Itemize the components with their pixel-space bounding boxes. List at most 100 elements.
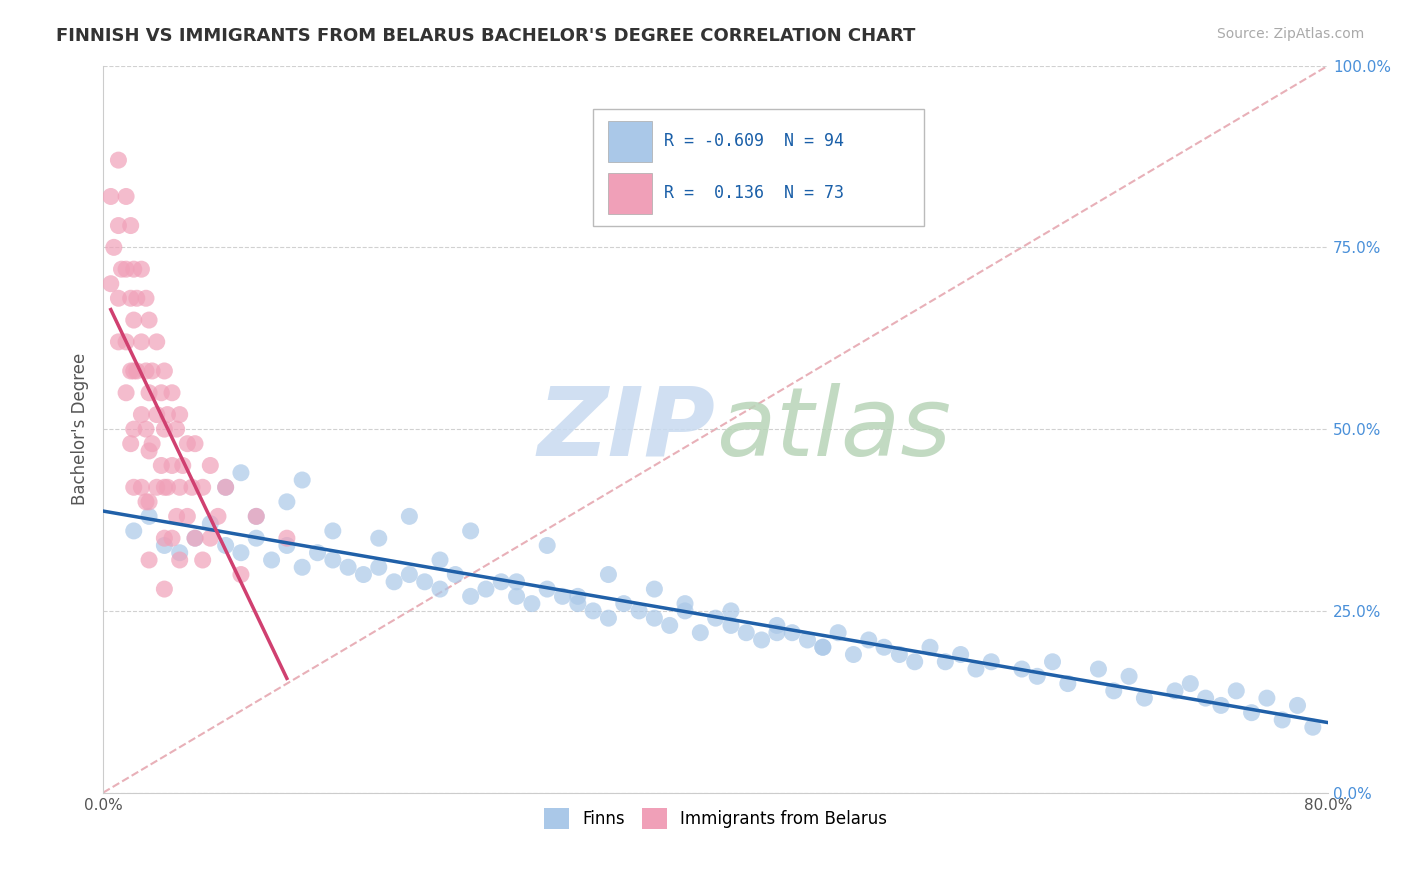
Point <box>138 495 160 509</box>
Point <box>536 538 558 552</box>
Point <box>505 574 527 589</box>
Point <box>1209 698 1232 713</box>
Point <box>191 480 214 494</box>
Point <box>166 422 188 436</box>
Point <box>135 495 157 509</box>
Point <box>141 436 163 450</box>
Point <box>153 531 176 545</box>
Point <box>153 422 176 436</box>
Point <box>229 466 252 480</box>
Point <box>138 444 160 458</box>
Point <box>103 240 125 254</box>
Point <box>949 648 972 662</box>
Point <box>214 538 236 552</box>
Point <box>138 313 160 327</box>
Legend: Finns, Immigrants from Belarus: Finns, Immigrants from Belarus <box>537 802 894 835</box>
Point <box>214 480 236 494</box>
Point <box>184 436 207 450</box>
Point <box>367 531 389 545</box>
Point <box>153 480 176 494</box>
Point <box>122 480 145 494</box>
Point <box>291 560 314 574</box>
Point <box>291 473 314 487</box>
Point <box>107 219 129 233</box>
Point <box>135 364 157 378</box>
Point <box>1102 684 1125 698</box>
Point <box>135 422 157 436</box>
Point <box>735 625 758 640</box>
Point <box>980 655 1002 669</box>
Point <box>131 480 153 494</box>
Point <box>181 480 204 494</box>
Point <box>200 458 222 473</box>
Point <box>673 597 696 611</box>
Point <box>153 364 176 378</box>
Point <box>115 189 138 203</box>
Point <box>1042 655 1064 669</box>
Text: Source: ZipAtlas.com: Source: ZipAtlas.com <box>1216 27 1364 41</box>
Point <box>520 597 543 611</box>
Point <box>107 291 129 305</box>
Point <box>153 538 176 552</box>
Point <box>918 640 941 655</box>
Point <box>551 590 574 604</box>
Point <box>1180 676 1202 690</box>
Point <box>156 408 179 422</box>
Point <box>115 262 138 277</box>
Point <box>382 574 405 589</box>
Point <box>145 408 167 422</box>
Point <box>827 625 849 640</box>
Point <box>751 632 773 647</box>
Text: R =  0.136  N = 73: R = 0.136 N = 73 <box>664 184 844 202</box>
Point <box>115 385 138 400</box>
Point <box>131 262 153 277</box>
Point <box>842 648 865 662</box>
Point <box>1302 720 1324 734</box>
Point <box>567 597 589 611</box>
Point <box>122 313 145 327</box>
Point <box>1225 684 1247 698</box>
Text: FINNISH VS IMMIGRANTS FROM BELARUS BACHELOR'S DEGREE CORRELATION CHART: FINNISH VS IMMIGRANTS FROM BELARUS BACHE… <box>56 27 915 45</box>
Point <box>307 546 329 560</box>
Point <box>766 625 789 640</box>
Point <box>460 590 482 604</box>
Point <box>858 632 880 647</box>
Point <box>260 553 283 567</box>
Point <box>582 604 605 618</box>
Point <box>245 509 267 524</box>
Point <box>184 531 207 545</box>
Text: ZIP: ZIP <box>537 383 716 475</box>
Text: R = -0.609  N = 94: R = -0.609 N = 94 <box>664 132 844 150</box>
Point <box>628 604 651 618</box>
Point <box>169 546 191 560</box>
Point <box>160 531 183 545</box>
Point <box>1271 713 1294 727</box>
Point <box>125 364 148 378</box>
Point <box>169 480 191 494</box>
Point <box>176 509 198 524</box>
Point <box>1240 706 1263 720</box>
Point <box>536 582 558 596</box>
Point <box>120 219 142 233</box>
Point <box>107 334 129 349</box>
Point <box>131 408 153 422</box>
Point <box>276 538 298 552</box>
Point <box>122 422 145 436</box>
Point <box>673 604 696 618</box>
Point <box>135 291 157 305</box>
Point <box>141 364 163 378</box>
Point <box>965 662 987 676</box>
Bar <box>607 120 652 161</box>
Point <box>184 531 207 545</box>
Point <box>276 495 298 509</box>
Point <box>367 560 389 574</box>
Point <box>191 553 214 567</box>
Point <box>276 531 298 545</box>
Point <box>1011 662 1033 676</box>
Point <box>131 334 153 349</box>
Y-axis label: Bachelor's Degree: Bachelor's Degree <box>72 353 89 505</box>
Point <box>873 640 896 655</box>
Point <box>145 480 167 494</box>
Point <box>658 618 681 632</box>
Point <box>214 480 236 494</box>
